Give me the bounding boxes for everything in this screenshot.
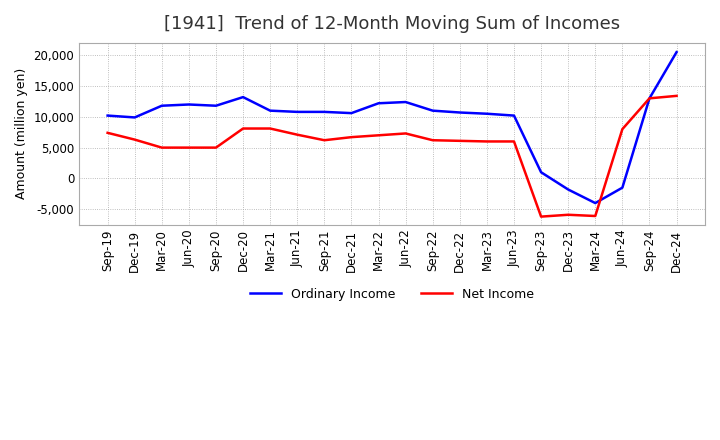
Line: Net Income: Net Income xyxy=(107,96,677,216)
Ordinary Income xyxy=(537,170,546,175)
Net Income xyxy=(482,139,491,144)
Net Income xyxy=(591,213,600,219)
Ordinary Income xyxy=(374,101,383,106)
Ordinary Income xyxy=(510,113,518,118)
Ordinary Income xyxy=(347,110,356,116)
Net Income xyxy=(401,131,410,136)
Ordinary Income xyxy=(239,95,248,100)
Net Income xyxy=(456,138,464,143)
Net Income xyxy=(266,126,274,131)
Net Income xyxy=(347,135,356,140)
Net Income xyxy=(374,132,383,138)
Net Income xyxy=(184,145,193,150)
Net Income xyxy=(293,132,302,137)
Net Income xyxy=(320,138,328,143)
Ordinary Income xyxy=(618,185,626,191)
Net Income xyxy=(672,93,681,99)
Ordinary Income xyxy=(320,109,328,114)
Ordinary Income xyxy=(401,99,410,105)
Ordinary Income xyxy=(184,102,193,107)
Net Income xyxy=(618,126,626,132)
Net Income xyxy=(212,145,220,150)
Net Income xyxy=(428,138,437,143)
Legend: Ordinary Income, Net Income: Ordinary Income, Net Income xyxy=(245,282,539,306)
Ordinary Income xyxy=(158,103,166,108)
Ordinary Income xyxy=(428,108,437,113)
Ordinary Income xyxy=(591,201,600,206)
Ordinary Income xyxy=(456,110,464,115)
Ordinary Income xyxy=(564,187,572,192)
Ordinary Income xyxy=(293,109,302,114)
Ordinary Income xyxy=(130,115,139,120)
Line: Ordinary Income: Ordinary Income xyxy=(107,52,677,203)
Ordinary Income xyxy=(482,111,491,116)
Y-axis label: Amount (million yen): Amount (million yen) xyxy=(15,68,28,199)
Ordinary Income xyxy=(103,113,112,118)
Title: [1941]  Trend of 12-Month Moving Sum of Incomes: [1941] Trend of 12-Month Moving Sum of I… xyxy=(164,15,620,33)
Net Income xyxy=(239,126,248,131)
Ordinary Income xyxy=(266,108,274,113)
Net Income xyxy=(158,145,166,150)
Net Income xyxy=(103,130,112,136)
Net Income xyxy=(510,139,518,144)
Net Income xyxy=(130,137,139,142)
Net Income xyxy=(537,214,546,219)
Ordinary Income xyxy=(645,95,654,101)
Net Income xyxy=(645,95,654,101)
Ordinary Income xyxy=(672,49,681,55)
Net Income xyxy=(564,212,572,217)
Ordinary Income xyxy=(212,103,220,108)
